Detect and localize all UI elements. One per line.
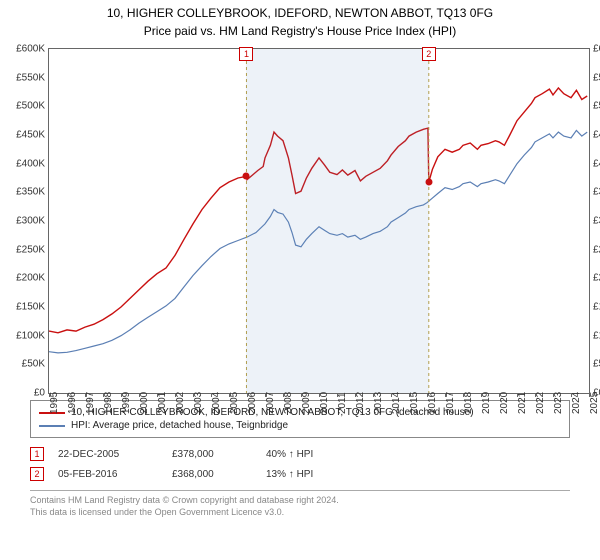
x-axis-label: 2008 (283, 392, 294, 414)
x-axis-label: 2011 (337, 392, 348, 414)
y-axis-label: £250K (1, 244, 45, 255)
x-axis-label: 1995 (49, 392, 60, 414)
y-axis-label: £550K (1, 72, 45, 83)
y-axis-label: £500K (1, 101, 45, 112)
x-axis-label: 2017 (445, 392, 456, 414)
y-axis-label: £150K (593, 302, 600, 313)
x-axis-label: 2004 (211, 392, 222, 414)
sale-row-marker: 1 (30, 447, 44, 461)
y-axis-label: £300K (593, 216, 600, 227)
y-axis-label: £250K (593, 244, 600, 255)
sale-row-price: £368,000 (172, 469, 252, 480)
sale-row-marker: 2 (30, 467, 44, 481)
y-axis-label: £350K (1, 187, 45, 198)
y-axis-label: £50K (593, 359, 600, 370)
x-axis-label: 2007 (265, 392, 276, 414)
chart-title: 10, HIGHER COLLEYBROOK, IDEFORD, NEWTON … (10, 6, 590, 20)
sale-marker-box: 1 (239, 47, 253, 61)
footer-line: This data is licensed under the Open Gov… (30, 507, 570, 519)
y-axis-label: £450K (1, 130, 45, 141)
sale-row-pct: 13% ↑ HPI (266, 469, 313, 480)
y-axis-label: £300K (1, 216, 45, 227)
x-axis-label: 2024 (571, 392, 582, 414)
x-axis-label: 2013 (373, 392, 384, 414)
y-axis-label: £0 (1, 388, 45, 399)
x-axis-label: 1998 (103, 392, 114, 414)
y-axis-label: £100K (1, 330, 45, 341)
sale-row-pct: 40% ↑ HPI (266, 449, 313, 460)
x-axis-label: 2006 (247, 392, 258, 414)
x-axis-label: 2009 (301, 392, 312, 414)
y-axis-label: £200K (593, 273, 600, 284)
y-axis-label: £150K (1, 302, 45, 313)
sale-row-price: £378,000 (172, 449, 252, 460)
sale-row: 2 05-FEB-2016 £368,000 13% ↑ HPI (30, 464, 570, 484)
sale-marker-box: 2 (422, 47, 436, 61)
chart-subtitle: Price paid vs. HM Land Registry's House … (10, 24, 590, 38)
y-axis-label: £600K (1, 44, 45, 55)
x-axis-label: 2014 (391, 392, 402, 414)
sales-table: 1 22-DEC-2005 £378,000 40% ↑ HPI 2 05-FEB-201… (30, 444, 570, 484)
legend-label: HPI: Average price, detached house, Teig… (71, 420, 288, 431)
x-axis-label: 2015 (409, 392, 420, 414)
x-axis-label: 2002 (175, 392, 186, 414)
legend-row: HPI: Average price, detached house, Teig… (39, 419, 561, 432)
sale-marker-dot (425, 179, 432, 186)
x-axis-label: 2022 (535, 392, 546, 414)
x-axis-label: 2023 (553, 392, 564, 414)
shaded-period (246, 49, 428, 393)
x-axis-label: 2005 (229, 392, 240, 414)
y-axis-label: £450K (593, 130, 600, 141)
x-axis-label: 2025 (589, 392, 600, 414)
footer-line: Contains HM Land Registry data © Crown c… (30, 495, 570, 507)
x-axis-label: 2012 (355, 392, 366, 414)
x-axis-label: 2019 (481, 392, 492, 414)
sale-row-date: 22-DEC-2005 (58, 449, 158, 460)
legend-swatch (39, 425, 65, 427)
x-axis-label: 2020 (499, 392, 510, 414)
x-axis-label: 2018 (463, 392, 474, 414)
x-axis-label: 1997 (85, 392, 96, 414)
y-axis-label: £50K (1, 359, 45, 370)
x-axis-label: 2021 (517, 392, 528, 414)
sale-marker-dot (243, 173, 250, 180)
y-axis-label: £550K (593, 72, 600, 83)
x-axis-label: 2003 (193, 392, 204, 414)
x-axis-label: 2001 (157, 392, 168, 414)
sale-row: 1 22-DEC-2005 £378,000 40% ↑ HPI (30, 444, 570, 464)
y-axis-label: £600K (593, 44, 600, 55)
y-axis-label: £100K (593, 330, 600, 341)
x-axis-label: 2016 (427, 392, 438, 414)
y-axis-label: £350K (593, 187, 600, 198)
x-axis-label: 1996 (67, 392, 78, 414)
x-axis-label: 2010 (319, 392, 330, 414)
x-axis-label: 2000 (139, 392, 150, 414)
footer: Contains HM Land Registry data © Crown c… (30, 495, 570, 518)
y-axis-label: £400K (593, 158, 600, 169)
x-axis-label: 1999 (121, 392, 132, 414)
title-block: 10, HIGHER COLLEYBROOK, IDEFORD, NEWTON … (0, 0, 600, 42)
chart-area: £0£0£50K£50K£100K£100K£150K£150K£200K£20… (48, 48, 590, 394)
chart-container: 10, HIGHER COLLEYBROOK, IDEFORD, NEWTON … (0, 0, 600, 560)
y-axis-label: £400K (1, 158, 45, 169)
divider (30, 490, 570, 491)
y-axis-label: £500K (593, 101, 600, 112)
sale-row-date: 05-FEB-2016 (58, 469, 158, 480)
y-axis-label: £200K (1, 273, 45, 284)
